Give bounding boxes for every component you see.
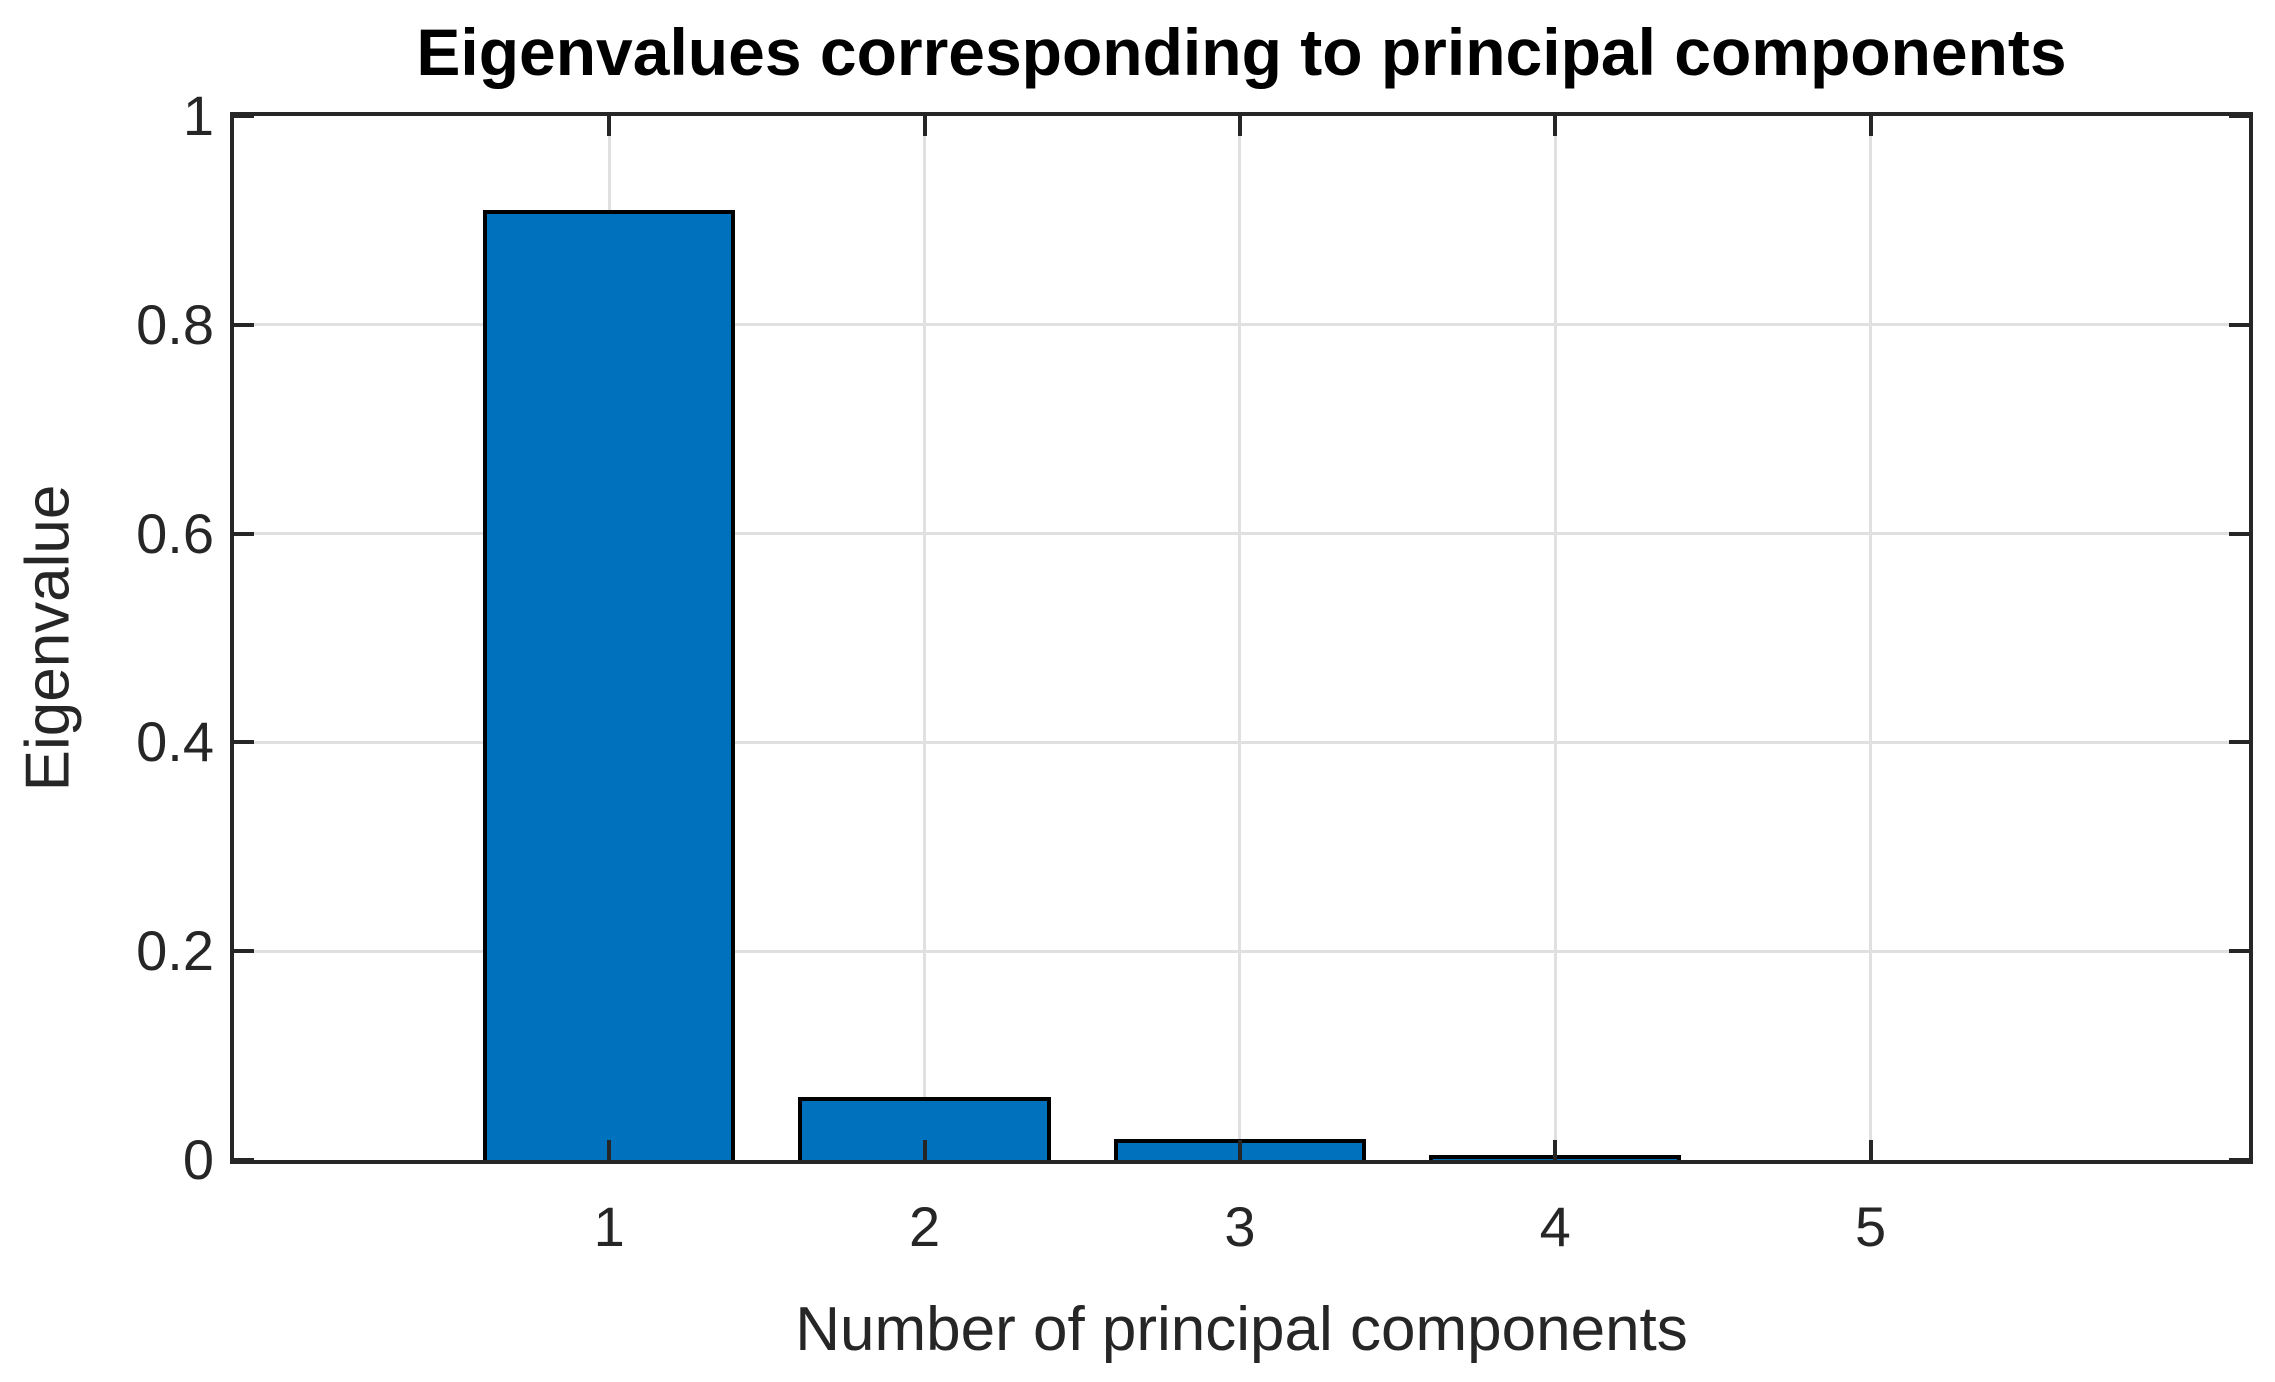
y-tick-label: 0.4 [136, 710, 214, 774]
x-tick-mark-bottom [922, 1140, 927, 1160]
x-tick-label: 4 [1539, 1195, 1571, 1258]
y-axis-label: Eigenvalue [13, 484, 83, 792]
x-tick-mark-top [1868, 116, 1873, 136]
y-gridline [234, 323, 2249, 327]
y-tick-label: 1 [182, 84, 214, 147]
y-tick-label: 0.2 [136, 919, 214, 983]
x-tick-mark-bottom [1237, 1140, 1242, 1160]
y-tick-mark-left [234, 740, 254, 745]
y-tick-mark-right [2229, 949, 2249, 954]
y-gridline [234, 740, 2249, 744]
x-gridline [1553, 116, 1557, 1160]
x-tick-mark-top [1553, 116, 1558, 136]
y-tick-mark-right [2229, 114, 2249, 118]
y-tick-label: 0 [182, 1128, 214, 1191]
y-gridline [234, 949, 2249, 953]
x-tick-mark-bottom [1868, 1140, 1873, 1160]
y-tick-mark-left [234, 531, 254, 536]
y-tick-mark-right [2229, 1158, 2249, 1162]
plot-area: 1 2 3 4 5 0 0.2 0.4 0.6 0.8 1 [136, 86, 2253, 1258]
y-tick-mark-left [234, 322, 254, 327]
x-tick-label: 1 [593, 1195, 625, 1258]
x-tick-mark-top [922, 116, 927, 136]
y-tick-mark-left [234, 949, 254, 954]
x-tick-mark-bottom [1553, 1140, 1558, 1160]
x-gridline [923, 116, 927, 1160]
y-tick-label: 0.8 [136, 292, 214, 356]
x-gridline [1238, 116, 1242, 1160]
y-tick-mark-left [234, 114, 254, 118]
y-tick-label: 0.6 [136, 501, 214, 565]
y-tick-mark-right [2229, 740, 2249, 745]
y-gridline [234, 532, 2249, 536]
x-axis-label: Number of principal components [795, 1295, 1688, 1364]
y-tick-mark-left [234, 1158, 254, 1162]
bar [798, 1097, 1051, 1160]
x-tick-label: 3 [1224, 1195, 1256, 1258]
x-tick-label: 5 [1855, 1195, 1887, 1258]
x-gridline [1869, 116, 1873, 1160]
y-tick-mark-right [2229, 531, 2249, 536]
x-tick-mark-top [1237, 116, 1242, 136]
x-tick-mark-top [607, 116, 612, 136]
y-tick-mark-right [2229, 322, 2249, 327]
x-tick-label: 2 [909, 1195, 941, 1258]
bar [483, 209, 736, 1160]
chart-title: Eigenvalues corresponding to principal c… [416, 15, 2067, 89]
x-tick-mark-bottom [607, 1140, 612, 1160]
